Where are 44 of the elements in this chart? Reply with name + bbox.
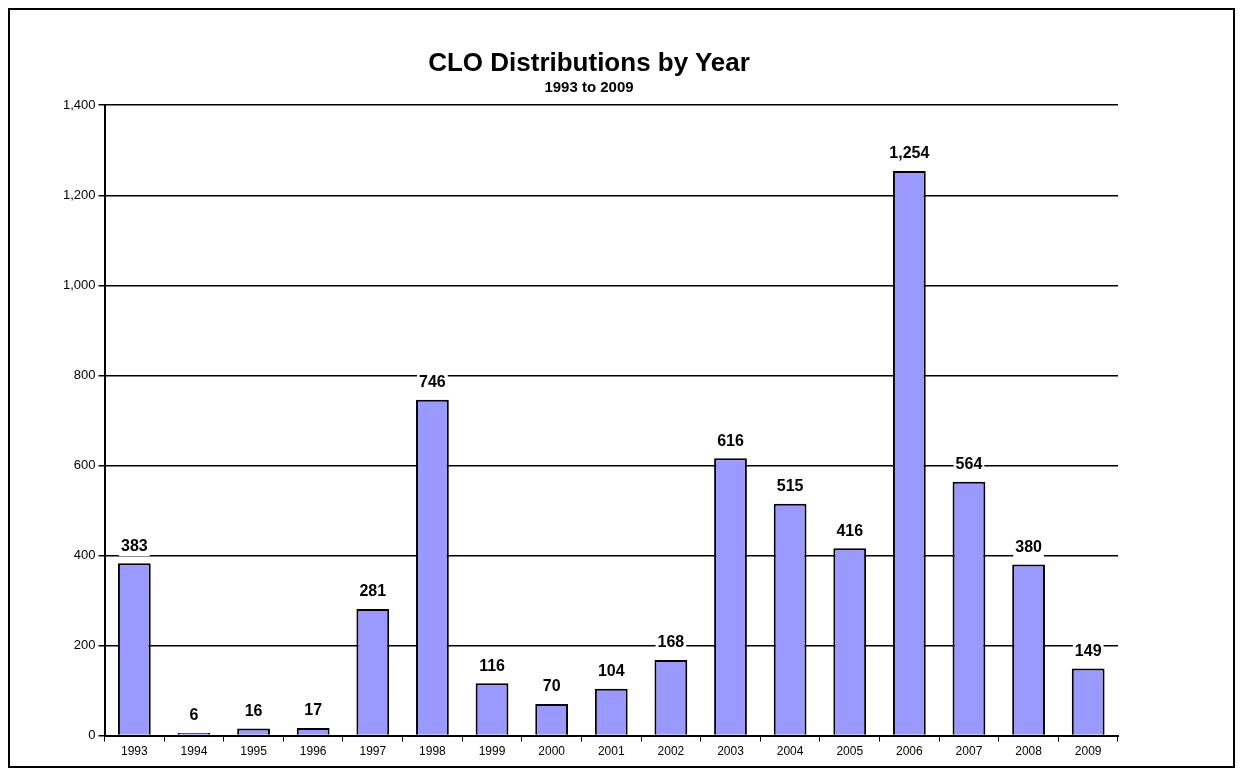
y-tick-label: 0	[88, 727, 96, 743]
x-tick-label: 2007	[955, 744, 983, 759]
data-label: 383	[120, 536, 148, 554]
x-tick-label: 1997	[359, 744, 387, 759]
data-label: 6	[189, 706, 199, 724]
x-tick-label: 1998	[419, 744, 447, 759]
data-label: 1,254	[889, 144, 930, 162]
x-tick-label: 1996	[299, 744, 327, 759]
data-label: 616	[717, 431, 744, 449]
data-label: 564	[955, 455, 983, 473]
chart-title: CLO Distributions by Year	[428, 46, 750, 77]
x-tick-label: 1994	[180, 744, 208, 759]
chart-subtitle: 1993 to 2009	[544, 78, 634, 96]
y-tick-label: 1,200	[62, 186, 96, 202]
data-label: 17	[304, 701, 323, 719]
data-label: 168	[657, 633, 685, 651]
data-label: 515	[776, 477, 804, 495]
y-tick-label: 400	[73, 547, 96, 563]
data-label: 70	[542, 677, 561, 695]
x-tick-label: 2006	[895, 744, 924, 759]
y-tick-label: 600	[73, 457, 96, 473]
data-label: 16	[244, 701, 263, 719]
x-tick-label: 2004	[776, 744, 804, 759]
data-label: 104	[597, 662, 625, 680]
data-label: 116	[479, 656, 506, 674]
x-tick-label: 2005	[836, 744, 864, 759]
x-tick-label: 2002	[657, 744, 685, 759]
y-tick-label: 200	[73, 637, 96, 653]
x-tick-label: 2000	[538, 744, 566, 759]
y-tick-label: 800	[73, 366, 96, 382]
x-tick-label: 1995	[240, 744, 268, 759]
x-tick-label: 1993	[120, 744, 149, 759]
data-label: 380	[1015, 537, 1043, 555]
x-tick-label: 2009	[1074, 744, 1102, 759]
x-tick-label: 2008	[1015, 744, 1043, 759]
data-label: 416	[836, 521, 864, 539]
data-label: 281	[359, 582, 387, 600]
x-tick-label: 1999	[478, 744, 506, 759]
x-tick-label: 2001	[597, 744, 625, 759]
x-tick-label: 2003	[717, 744, 745, 759]
y-tick-label: 1,400	[62, 96, 96, 112]
data-label: 149	[1074, 641, 1102, 659]
data-label: 746	[419, 373, 446, 391]
y-tick-label: 1,000	[62, 276, 96, 292]
